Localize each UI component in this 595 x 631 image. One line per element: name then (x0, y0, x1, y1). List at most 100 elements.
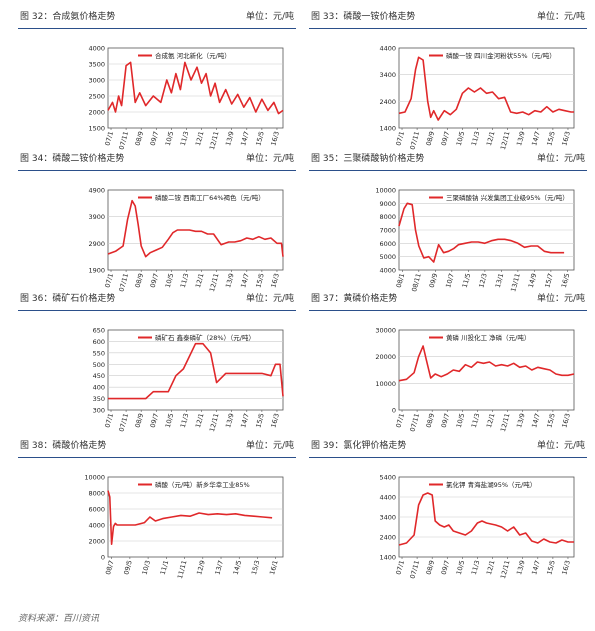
x-tick-label: 09/9 (428, 272, 440, 288)
x-tick-label: 09/7 (149, 272, 161, 288)
chart-panel: 图 37：黄磷价格走势 单位：元/吨 0 10000 20000 30000 07/1 07/… (309, 290, 587, 433)
line-chart: 0 10000 20000 30000 07/1 07/11 08/9 09/7 10/5 11/… (375, 327, 575, 433)
figure-title: 图 35：三聚磷酸钠价格走势 (311, 154, 425, 164)
x-tick-label: 10/5 (164, 412, 176, 428)
x-tick-label: 15/5 (545, 130, 557, 146)
y-tick-label: 600 (93, 338, 105, 346)
unit-label: 单位：元/吨 (245, 12, 294, 22)
panel-header: 图 34：磷酸二铵价格走势 单位：元/吨 (18, 150, 296, 171)
chart-panel: 图 36：磷矿石价格走势 单位：元/吨 300 350 400 450 500 550 600 6… (18, 290, 296, 433)
figure-title: 图 36：磷矿石价格走势 (20, 294, 116, 304)
series-line (107, 199, 284, 258)
y-tick-label: 350 (93, 395, 105, 403)
y-tick-label: 4000 (88, 45, 105, 53)
y-tick-label: 7000 (379, 227, 396, 235)
panel-header: 图 37：黄磷价格走势 单位：元/吨 (309, 290, 587, 311)
x-tick-label: 15/7 (543, 272, 555, 288)
x-tick-label: 14/7 (530, 412, 542, 428)
series-line (108, 342, 284, 400)
y-tick-label: 300 (93, 407, 105, 415)
y-tick-label: 4000 (88, 522, 105, 530)
x-tick-label: 12/1 (194, 130, 206, 146)
x-tick-label: 08/9 (425, 559, 437, 575)
x-tick-label: 09/5 (122, 559, 134, 575)
legend-label: 氯化钾 青海盐湖95%（元/吨） (446, 480, 536, 489)
y-tick-label: 4400 (379, 45, 396, 53)
plot-frame (398, 329, 575, 411)
unit-label: 单位：元/吨 (536, 294, 585, 304)
x-tick-label: 12/3 (477, 272, 489, 288)
x-tick-label: 09/7 (440, 559, 452, 575)
y-tick-label: 5000 (379, 253, 396, 261)
line-chart: 1400 2400 3400 4400 5400 07/1 07/11 08/9 09/7 10/… (379, 474, 575, 580)
series-line (107, 61, 284, 115)
plot-frame (398, 47, 575, 129)
y-tick-label: 1400 (379, 125, 396, 133)
y-tick-label: 1900 (88, 267, 105, 275)
y-tick-label: 30000 (375, 327, 396, 335)
x-tick-label: 10/5 (455, 559, 467, 575)
y-tick-label: 6000 (88, 506, 105, 514)
y-tick-label: 450 (93, 372, 105, 380)
chart-panel: 图 35：三聚磷酸钠价格走势 单位：元/吨 4000 5000 6000 7000 8000… (309, 150, 587, 293)
y-tick-label: 2000 (88, 109, 105, 117)
x-tick-label: 11/3 (179, 412, 191, 428)
y-tick-label: 10000 (375, 187, 396, 195)
x-tick-label: 11/3 (179, 272, 191, 288)
x-tick-label: 15/3 (250, 559, 262, 575)
x-tick-label: 12/1 (194, 272, 206, 288)
x-tick-label: 11/3 (470, 559, 482, 575)
line-chart: 300 350 400 450 500 550 600 650 07/1 07/11 08/9 09/… (93, 327, 284, 433)
y-tick-label: 20000 (375, 353, 396, 361)
x-tick-label: 11/5 (461, 272, 473, 288)
line-chart: 1400 2400 3400 4400 07/1 07/11 08/9 09/7 10/5 11/… (379, 45, 575, 151)
legend-label: 磷酸二铵 西南工厂64%褐色（元/吨） (155, 193, 265, 202)
series-line (398, 492, 574, 546)
series-line (398, 202, 565, 263)
x-tick-label: 09/7 (149, 412, 161, 428)
plot-frame (107, 189, 284, 271)
x-tick-label: 13/9 (224, 130, 236, 146)
x-tick-label: 15/5 (545, 412, 557, 428)
y-tick-label: 4400 (379, 494, 396, 502)
x-tick-label: 15/5 (254, 272, 266, 288)
x-tick-label: 07/1 (394, 559, 406, 575)
y-tick-label: 6000 (379, 240, 396, 248)
y-tick-label: 2000 (88, 538, 105, 546)
plot-frame (107, 47, 284, 129)
x-tick-label: 08/7 (104, 559, 116, 575)
panel-header: 图 39：氯化钾价格走势 单位：元/吨 (309, 437, 587, 458)
panel-header: 图 38：磷酸价格走势 单位：元/吨 (18, 437, 296, 458)
unit-label: 单位：元/吨 (245, 154, 294, 164)
y-tick-label: 2400 (379, 534, 396, 542)
y-tick-label: 8000 (88, 490, 105, 498)
y-tick-label: 9000 (379, 200, 396, 208)
x-tick-label: 15/5 (254, 130, 266, 146)
x-tick-label: 16/3 (560, 559, 572, 575)
x-tick-label: 16/3 (560, 412, 572, 428)
y-tick-label: 10000 (84, 474, 105, 482)
x-tick-label: 15/5 (254, 412, 266, 428)
y-tick-label: 5400 (379, 474, 396, 482)
x-tick-label: 09/7 (149, 130, 161, 146)
x-tick-label: 11/3 (470, 130, 482, 146)
plot-frame (107, 329, 284, 411)
legend-label: 三聚磷酸钠 兴发集团工业级95%（元/吨） (446, 193, 569, 202)
series-line (107, 490, 273, 545)
x-tick-label: 08/9 (134, 130, 146, 146)
x-tick-label: 16/3 (269, 130, 281, 146)
x-tick-label: 16/3 (560, 130, 572, 146)
x-tick-label: 16/3 (269, 412, 281, 428)
x-tick-label: 15/5 (545, 559, 557, 575)
x-tick-label: 07/11 (408, 412, 421, 432)
figure-title: 图 32：合成氨价格走势 (20, 12, 116, 22)
x-tick-label: 10/3 (141, 559, 153, 575)
y-tick-label: 3500 (88, 61, 105, 69)
chart-panel: 图 34：磷酸二铵价格走势 单位：元/吨 1900 2900 3900 4900 07/1 0… (18, 150, 296, 293)
y-tick-label: 4900 (88, 187, 105, 195)
x-tick-label: 13/9 (515, 559, 527, 575)
x-tick-label: 16/3 (269, 272, 281, 288)
x-tick-label: 07/1 (394, 130, 406, 146)
